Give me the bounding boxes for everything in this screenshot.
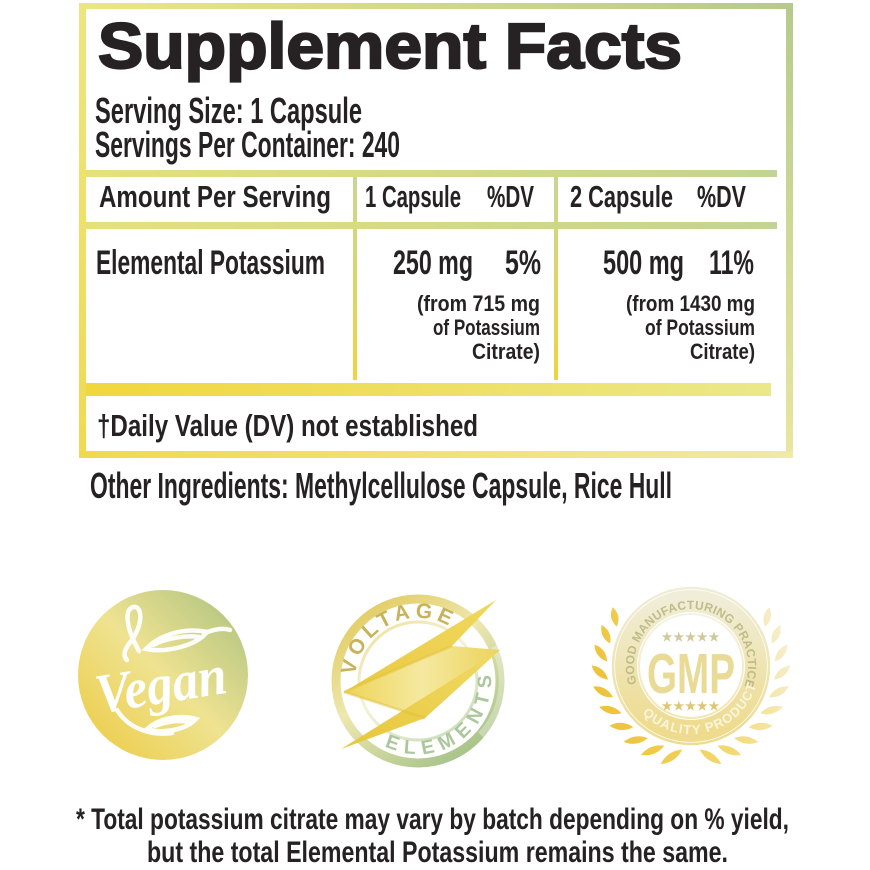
svg-text:1 Capsule: 1 Capsule bbox=[365, 179, 461, 214]
svg-text:Elemental Potassium: Elemental Potassium bbox=[96, 244, 325, 282]
svg-text:11%: 11% bbox=[709, 244, 754, 282]
svg-text:(from 1430 mg: (from 1430 mg bbox=[626, 291, 755, 316]
svg-text:250 mg: 250 mg bbox=[393, 244, 473, 282]
svg-text:Citrate): Citrate) bbox=[690, 339, 755, 364]
svg-text:★★★★★: ★★★★★ bbox=[662, 630, 721, 644]
svg-text:Citrate): Citrate) bbox=[472, 339, 540, 364]
svg-text:of Potassium: of Potassium bbox=[645, 315, 755, 340]
svg-text:%DV: %DV bbox=[697, 179, 746, 214]
svg-text:Amount Per Serving: Amount Per Serving bbox=[99, 179, 331, 214]
svg-text:2 Capsule: 2 Capsule bbox=[570, 179, 673, 214]
svg-text:but the total Elemental Potass: but the total Elemental Potassium remain… bbox=[147, 836, 728, 869]
svg-text:†Daily Value (DV) not establis: †Daily Value (DV) not established bbox=[97, 408, 478, 443]
svg-text:GMP: GMP bbox=[647, 642, 735, 706]
svg-text:★★★★★: ★★★★★ bbox=[662, 699, 721, 713]
svg-text:(from 715 mg: (from 715 mg bbox=[417, 291, 540, 316]
svg-text:5%: 5% bbox=[505, 244, 541, 282]
svg-text:Servings Per Container: 240: Servings Per Container: 240 bbox=[95, 124, 400, 165]
svg-text:of Potassium: of Potassium bbox=[433, 315, 540, 340]
svg-text:%DV: %DV bbox=[487, 179, 534, 214]
svg-text:500 mg: 500 mg bbox=[603, 244, 684, 282]
svg-text:Serving Size: 1 Capsule: Serving Size: 1 Capsule bbox=[95, 90, 362, 131]
svg-text:Supplement Facts: Supplement Facts bbox=[98, 10, 682, 82]
svg-text:Other Ingredients: Methylcellu: Other Ingredients: Methylcellulose Capsu… bbox=[90, 465, 672, 506]
svg-text:* Total potassium citrate may: * Total potassium citrate may vary by ba… bbox=[76, 803, 789, 836]
